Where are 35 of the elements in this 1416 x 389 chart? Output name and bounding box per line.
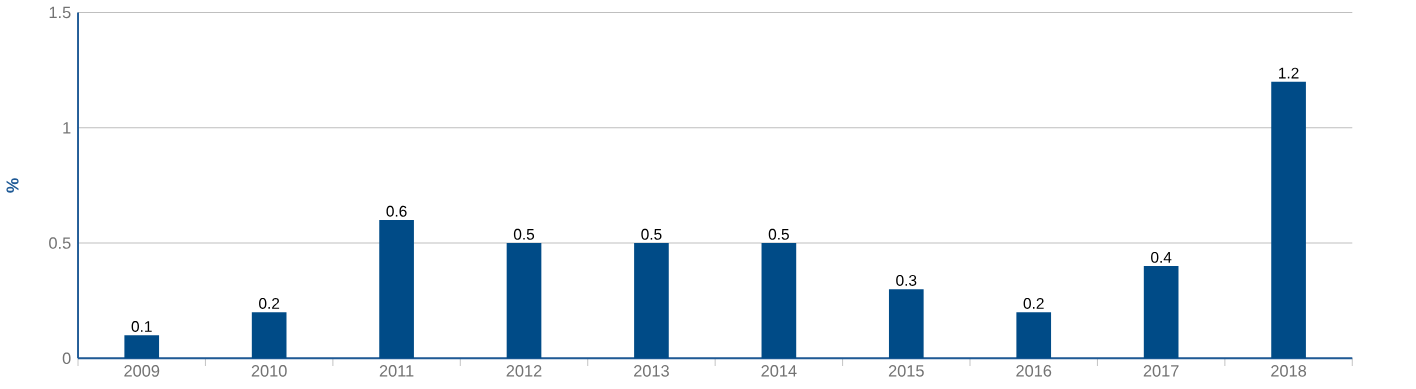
x-tick-label: 2018 [1271, 365, 1307, 377]
data-label: 0.2 [1023, 297, 1044, 309]
x-tick-label: 2010 [251, 365, 287, 377]
data-label: 0.5 [768, 228, 789, 240]
bar [124, 335, 160, 359]
x-tick-label: 2012 [506, 365, 542, 377]
bar [1271, 81, 1306, 359]
y-tick-label: 0.5 [49, 237, 71, 249]
bar [506, 242, 542, 359]
bar [888, 289, 924, 359]
y-tick-label: 1 [63, 122, 71, 134]
data-label: 0.1 [131, 321, 152, 332]
x-tick-label: 2013 [634, 365, 669, 377]
x-tick-label: 2017 [1143, 365, 1179, 377]
data-label: 0.5 [513, 228, 535, 240]
data-label: 1.2 [1279, 67, 1299, 79]
bar [379, 219, 414, 359]
y-tick-label: 0 [62, 352, 71, 365]
bar [251, 312, 287, 359]
data-label: 0.6 [386, 205, 407, 217]
x-tick-label: 2011 [379, 365, 414, 377]
x-tick-label: 2016 [1016, 365, 1052, 377]
x-tick-label: 2014 [761, 365, 797, 377]
bar [634, 242, 669, 359]
x-tick-label: 2009 [124, 365, 160, 377]
data-label: 0.4 [1151, 251, 1172, 263]
bar [1143, 266, 1179, 359]
x-tick-label: 2015 [888, 365, 924, 377]
data-label: 0.5 [641, 228, 662, 240]
bar [1016, 312, 1052, 359]
y-tick-label: 1.5 [49, 6, 71, 19]
y-axis-title: % [6, 178, 19, 193]
bar [761, 242, 797, 359]
data-label: 0.3 [896, 274, 917, 286]
data-label: 0.2 [259, 297, 280, 309]
